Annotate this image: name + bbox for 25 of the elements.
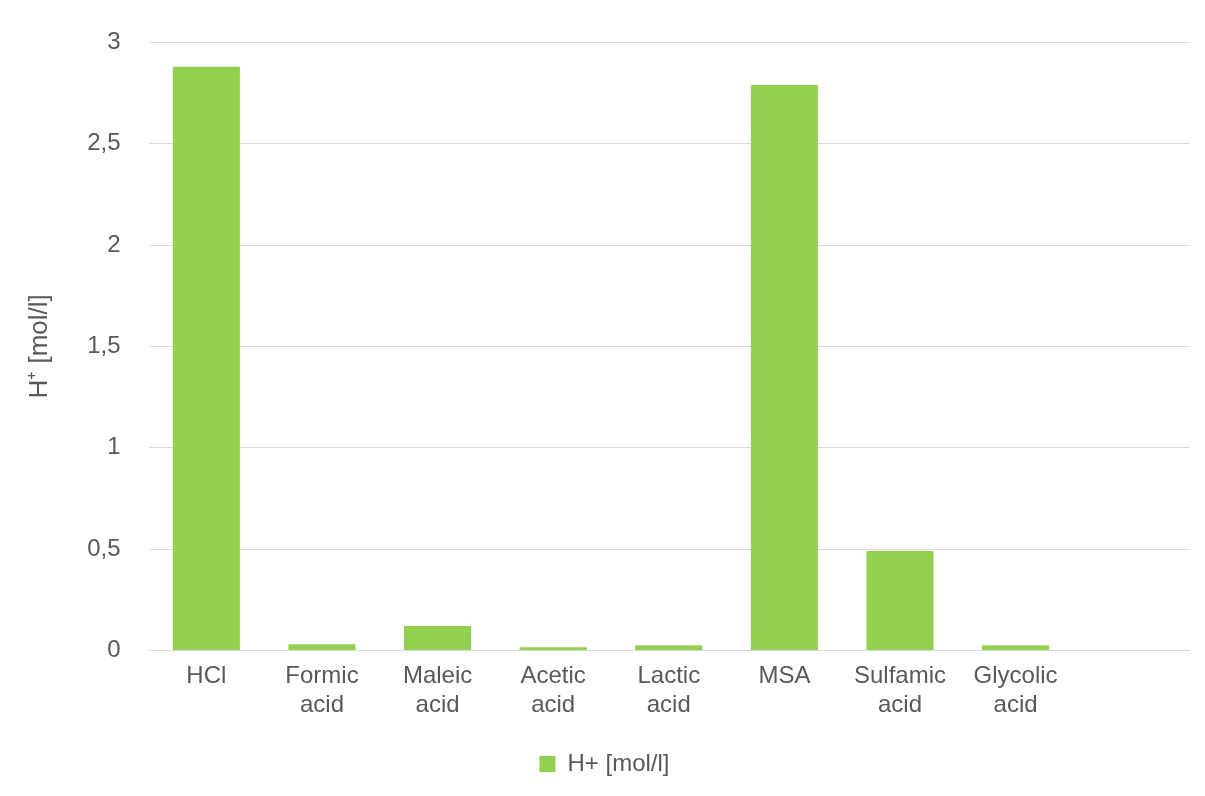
x-tick-label: Acetic acid bbox=[520, 661, 586, 718]
y-tick-label: 1 bbox=[107, 432, 121, 460]
x-tick-label: Glycolic acid bbox=[973, 661, 1058, 718]
x-tick-label: HCl bbox=[186, 661, 227, 689]
x-tick-label: Sulfamic acid bbox=[853, 661, 947, 718]
y-tick-label: 0,5 bbox=[87, 533, 121, 561]
bar bbox=[982, 645, 1050, 650]
bar bbox=[866, 551, 934, 650]
x-tick-label: MSA bbox=[758, 661, 811, 689]
bar bbox=[750, 84, 818, 650]
y-axis-title: H⁺ [mol/l] bbox=[22, 294, 53, 399]
y-tick-label: 1,5 bbox=[87, 331, 121, 359]
bar bbox=[519, 647, 587, 650]
x-tick-label: Lactic acid bbox=[637, 661, 701, 718]
y-tick-label: 0 bbox=[107, 635, 121, 663]
x-tick-label: Maleic acid bbox=[402, 661, 473, 718]
legend-label: H+ [mol/l] bbox=[567, 748, 670, 776]
bar bbox=[635, 645, 703, 650]
y-tick-label: 2 bbox=[107, 229, 121, 257]
x-tick-label: Formic acid bbox=[285, 661, 359, 718]
y-tick-label: 2,5 bbox=[87, 128, 121, 156]
y-tick-label: 3 bbox=[107, 27, 121, 55]
bar bbox=[288, 644, 356, 650]
bar bbox=[404, 626, 472, 650]
bar bbox=[172, 66, 240, 650]
